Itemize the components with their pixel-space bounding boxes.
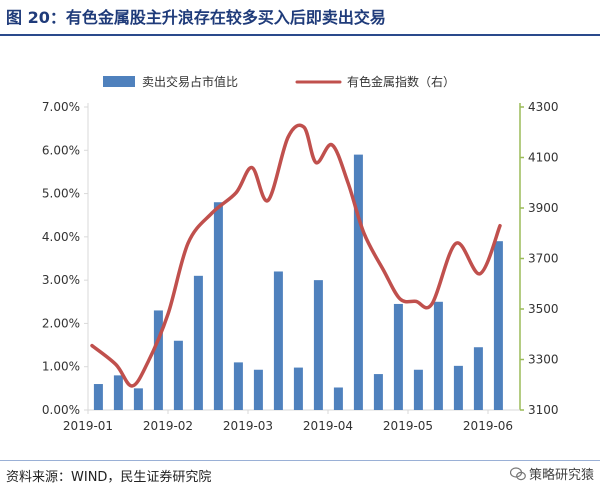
legend-label-line: 有色金属指数（右） xyxy=(347,74,455,89)
bar xyxy=(133,388,143,410)
wechat-icon xyxy=(509,467,526,481)
bar xyxy=(493,241,503,410)
right-tick-label: 3100 xyxy=(528,403,559,417)
right-tick-label: 3300 xyxy=(528,353,559,367)
x-tick-label: 2019-02 xyxy=(143,419,193,433)
bar xyxy=(453,365,463,410)
right-tick-label: 4100 xyxy=(528,151,559,165)
legend-label-bar: 卖出交易占市值比 xyxy=(142,74,238,89)
x-tick-label: 2019-03 xyxy=(223,419,273,433)
line-series xyxy=(90,123,502,388)
bar xyxy=(233,362,243,410)
right-tick-label: 3900 xyxy=(528,201,559,215)
right-tick-label: 3500 xyxy=(528,302,559,316)
bar-series xyxy=(93,154,503,410)
left-tick-label: 0.00% xyxy=(42,403,80,417)
left-tick-label: 4.00% xyxy=(42,230,80,244)
x-tick-label: 2019-05 xyxy=(383,419,433,433)
bar xyxy=(433,301,443,410)
right-axis: 3100 3300 3500 3700 3900 4100 4300 xyxy=(519,100,559,417)
bar xyxy=(173,340,183,410)
legend-swatch-bar xyxy=(103,76,135,87)
left-tick-label: 1.00% xyxy=(42,360,80,374)
bar xyxy=(293,367,303,410)
bar xyxy=(273,271,283,410)
bar xyxy=(253,369,263,410)
watermark: 策略研究猿 xyxy=(509,464,594,483)
x-tick-label: 2019-04 xyxy=(303,419,353,433)
bar xyxy=(333,387,343,410)
right-tick-label: 3700 xyxy=(528,252,559,266)
watermark-text: 策略研究猿 xyxy=(528,468,594,483)
x-axis: 2019-01 2019-02 2019-03 2019-04 2019-05 2019-… xyxy=(63,409,520,433)
footer-divider xyxy=(0,460,600,461)
title-divider xyxy=(0,34,600,36)
left-tick-label: 7.00% xyxy=(42,100,80,114)
bar xyxy=(413,369,423,410)
legend: 卖出交易占市值比 有色金属指数（右） xyxy=(103,74,455,89)
index-line xyxy=(90,123,502,388)
left-tick-label: 6.00% xyxy=(42,143,80,157)
bar xyxy=(473,347,483,410)
combo-chart: 卖出交易占市值比 有色金属指数（右） 0.00% 1.00% 2.00% 3.00% 4… xyxy=(42,74,559,433)
right-tick-label: 4300 xyxy=(528,100,559,114)
left-tick-label: 2.00% xyxy=(42,316,80,330)
bar xyxy=(153,310,163,410)
bar xyxy=(193,275,203,410)
left-axis: 0.00% 1.00% 2.00% 3.00% 4.00% 5.00% 6.00% 7.00% xyxy=(42,100,89,417)
source-note: 资料来源：WIND，民生证券研究院 xyxy=(6,470,212,485)
left-tick-label: 3.00% xyxy=(42,273,80,287)
figure-title: 图 20：有色金属股主升浪存在较多买入后即卖出交易 xyxy=(6,8,386,27)
bar xyxy=(393,303,403,410)
bar xyxy=(373,374,383,410)
bar xyxy=(93,384,103,410)
bar xyxy=(213,202,223,410)
bar xyxy=(313,280,323,410)
x-tick-label: 2019-01 xyxy=(63,419,113,433)
x-tick-label: 2019-06 xyxy=(463,419,513,433)
bar xyxy=(113,375,123,410)
bar xyxy=(353,154,363,410)
left-tick-label: 5.00% xyxy=(42,187,80,201)
